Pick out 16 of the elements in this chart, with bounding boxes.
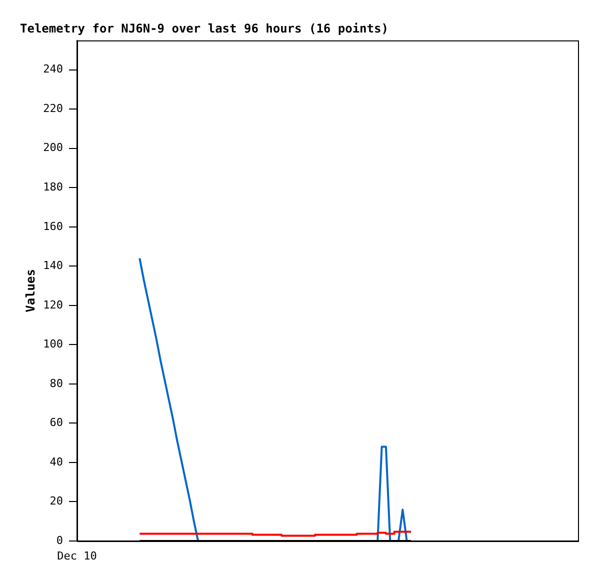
y-tick-label: 240 [43,62,63,76]
y-tick-label: 20 [50,494,63,508]
y-tick-label: 120 [43,298,63,312]
y-tick-label: 80 [50,376,63,390]
text: Dec 10 [57,549,97,562]
y-axis-title: Values [23,269,38,312]
y-tick-label: 160 [43,220,63,233]
y-tick-label: 100 [43,338,63,351]
chart-title: Telemetry for NJ6N-9 over last 96 hours (16 points) [20,21,388,36]
y-tick-label: 140 [43,259,63,272]
y-tick-label: 60 [50,416,63,430]
y-tick-label: 180 [43,180,63,194]
y-tick-label: 220 [43,102,63,115]
y-tick-label: 0 [56,534,63,547]
y-tick-label: 200 [43,141,63,154]
y-tick-label: 40 [50,455,63,468]
